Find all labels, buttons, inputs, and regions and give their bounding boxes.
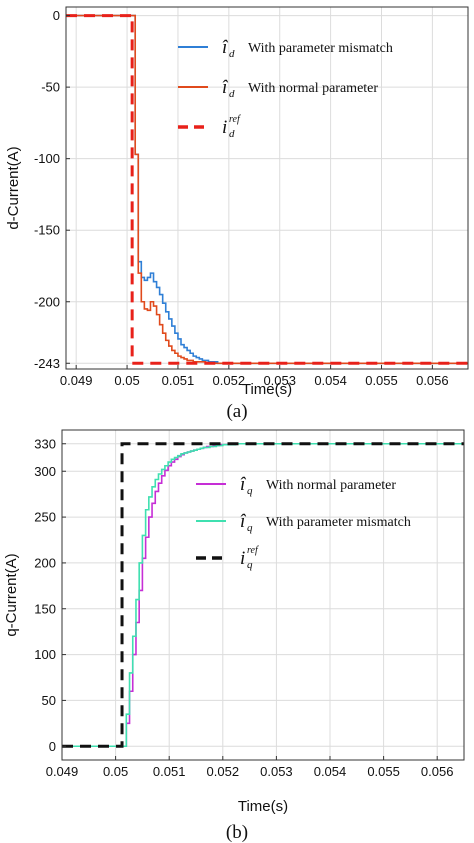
x-tick-label: 0.056 [416,373,449,388]
legend-subscript-1: d [229,48,235,60]
x-tick-label: 0.056 [421,764,454,779]
x-tick-label: 0.049 [60,373,93,388]
y-tick-label: -100 [34,151,60,166]
axes-frame [61,429,465,761]
y-tick-label: 0 [49,739,56,754]
y-axis-label: d-Current(A) [5,146,22,229]
x-axis-label: Time(s) [242,381,292,398]
y-tick-label: 330 [34,436,56,451]
series-line-2 [62,442,464,748]
legend-subscript-3: d [229,128,235,140]
x-tick-label: 0.05 [114,373,139,388]
legend-symbol-2: î [222,77,229,98]
legend-symbol-2: î [240,511,247,532]
legend-subscript-3: q [247,559,253,571]
x-tick-label: 0.052 [213,373,246,388]
legend-subscript-1: q [247,485,253,497]
x-tick-label: 0.055 [365,373,398,388]
y-tick-label: 300 [34,464,56,479]
axes-frame [65,6,469,370]
plot-area [66,7,468,369]
x-axis-label: Time(s) [238,798,288,815]
y-tick-label: 100 [34,647,56,662]
series-line-3 [66,14,468,365]
legend-symbol-1: î [222,37,229,58]
legend-symbol-1: î [240,474,247,495]
legend-symbol-3: i [222,117,227,138]
y-tick-label: -200 [34,294,60,309]
legend-label-2: With parameter mismatch [266,515,411,530]
panel-b-q-current: 0.049 0.05 0.051 0.052 0.053 0.054 0.055 0.056 0… [3,429,465,843]
y-tick-label: 150 [34,601,56,616]
legend-superscript-3: ref [229,114,241,125]
x-tick-label: 0.052 [207,764,240,779]
x-tick-label: 0.053 [263,373,296,388]
y-tick-label: -50 [41,80,60,95]
y-tick-label: 50 [42,693,56,708]
legend-label-2: With normal parameter [248,81,378,96]
y-tick-label: -243 [34,356,60,371]
y-tick-label: 200 [34,555,56,570]
series-line-2 [66,14,468,365]
legend-label-1: With normal parameter [266,478,396,493]
legend-subscript-2: d [229,88,235,100]
x-tick-label: 0.05 [103,764,128,779]
y-tick-label: 250 [34,510,56,525]
legend-label-1: With parameter mismatch [248,41,393,56]
legend-superscript-3: ref [247,545,259,556]
y-tick-label: -150 [34,223,60,238]
panel-caption: (b) [226,822,248,843]
x-tick-label: 0.053 [260,764,293,779]
legend-subscript-2: q [247,522,253,534]
x-tick-label: 0.054 [314,764,347,779]
x-tick-label: 0.054 [314,373,347,388]
panel-a-d-current: 0.049 0.05 0.051 0.052 0.053 0.054 0.055 0.056 0… [5,6,469,422]
x-tick-label: 0.051 [162,373,195,388]
x-tick-label: 0.051 [153,764,186,779]
x-tick-label: 0.055 [367,764,400,779]
y-axis-label: q-Current(A) [3,553,20,636]
y-tick-label: 0 [53,8,60,23]
x-tick-label: 0.049 [46,764,79,779]
panel-caption: (a) [226,401,247,422]
legend-symbol-3: i [240,548,245,569]
